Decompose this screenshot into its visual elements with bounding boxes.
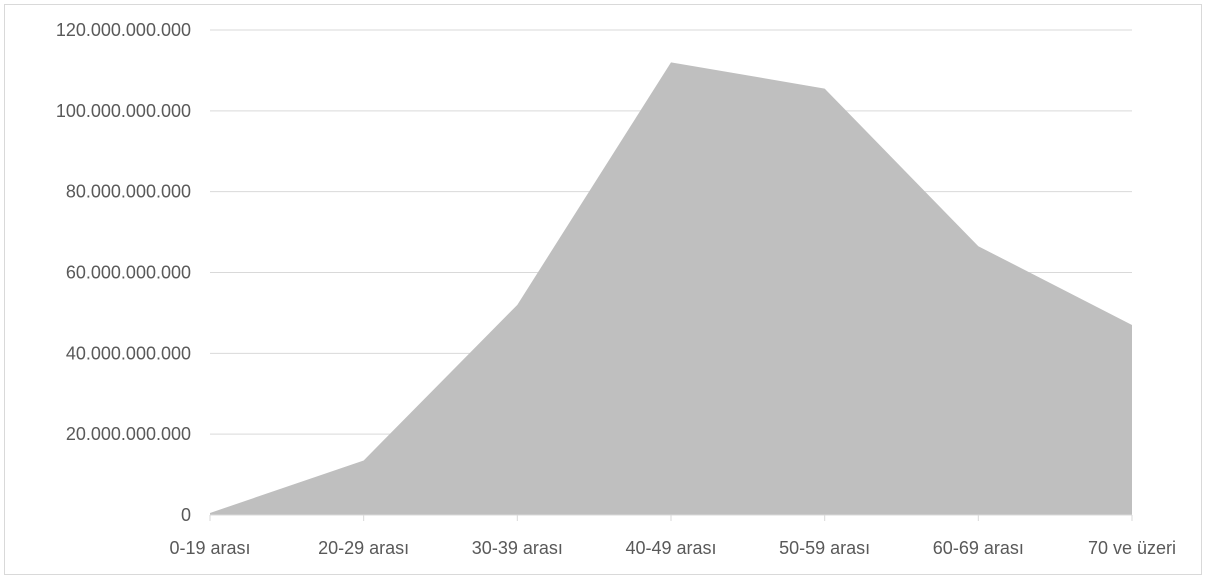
series-area	[210, 62, 1132, 515]
y-axis-tick-labels: 0 20.000.000.000 40.000.000.000 60.000.000.…	[56, 20, 191, 525]
x-tick-label: 0-19 arası	[169, 538, 250, 558]
series-area-group	[210, 62, 1132, 515]
y-tick-label: 100.000.000.000	[56, 101, 191, 121]
x-tick-label: 70 ve üzeri	[1088, 538, 1176, 558]
y-tick-label: 20.000.000.000	[66, 424, 191, 444]
y-tick-label: 80.000.000.000	[66, 182, 191, 202]
y-tick-label: 0	[181, 505, 191, 525]
x-tick-label: 50-59 arası	[779, 538, 870, 558]
x-tick-label: 20-29 arası	[318, 538, 409, 558]
y-tick-label: 40.000.000.000	[66, 343, 191, 363]
x-axis	[209, 514, 1133, 521]
x-axis-tick-labels: 0-19 arası 20-29 arası 30-39 arası 40-49 ar…	[169, 538, 1176, 558]
x-tick-label: 60-69 arası	[933, 538, 1024, 558]
x-tick-label: 30-39 arası	[472, 538, 563, 558]
x-tick-label: 40-49 arası	[625, 538, 716, 558]
y-tick-label: 60.000.000.000	[66, 263, 191, 283]
y-tick-label: 120.000.000.000	[56, 20, 191, 40]
